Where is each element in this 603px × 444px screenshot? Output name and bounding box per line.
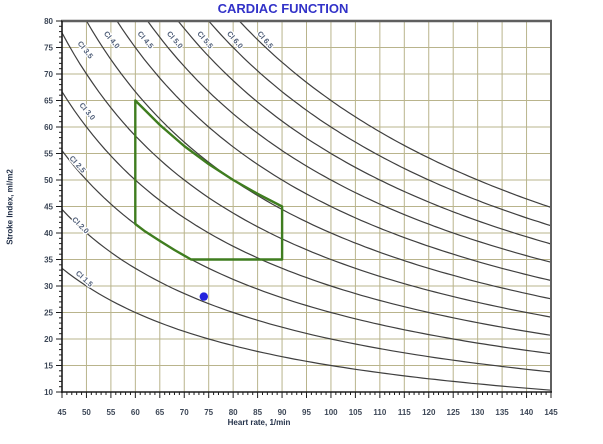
x-tick-label: 110 bbox=[373, 408, 386, 417]
ci-isoline-curve bbox=[61, 208, 552, 373]
x-tick-label: 105 bbox=[349, 408, 363, 417]
y-tick-label: 50 bbox=[44, 176, 53, 185]
ci-isoline-curve bbox=[147, 20, 552, 263]
ci-isoline-curve bbox=[61, 267, 552, 391]
chart-title: CARDIAC FUNCTION bbox=[217, 1, 349, 16]
ci-curve-label: CI 3.5 bbox=[76, 39, 95, 60]
x-tick-label: 75 bbox=[204, 408, 213, 417]
x-tick-label: 45 bbox=[58, 408, 67, 417]
y-axis-title: Stroke Index, ml/m2 bbox=[5, 169, 15, 245]
x-tick-label: 80 bbox=[229, 408, 238, 417]
y-tick-label: 20 bbox=[44, 335, 53, 344]
x-tick-label: 120 bbox=[422, 408, 436, 417]
y-tick-label: 45 bbox=[44, 203, 53, 212]
x-tick-label: 60 bbox=[131, 408, 140, 417]
x-tick-label: 95 bbox=[302, 408, 311, 417]
x-tick-label: 125 bbox=[447, 408, 461, 417]
x-tick-label: 70 bbox=[180, 408, 189, 417]
ci-curve-label: CI 2.0 bbox=[70, 215, 91, 236]
y-tick-label: 40 bbox=[44, 229, 53, 238]
x-tick-label: 135 bbox=[495, 408, 509, 417]
y-tick-label: 25 bbox=[44, 309, 53, 318]
x-axis-title: Heart rate, 1/min bbox=[227, 418, 291, 427]
x-tick-label: 85 bbox=[253, 408, 262, 417]
ci-curve-label: CI 2.5 bbox=[68, 154, 88, 175]
y-tick-label: 80 bbox=[44, 17, 53, 26]
ci-isoline-curve bbox=[61, 91, 552, 336]
x-tick-label: 145 bbox=[544, 408, 558, 417]
x-tick-label: 50 bbox=[82, 408, 91, 417]
ci-isoline-curve bbox=[208, 20, 552, 227]
ci-isoline-curve bbox=[238, 20, 552, 208]
x-tick-label: 55 bbox=[106, 408, 115, 417]
y-tick-label: 75 bbox=[44, 44, 53, 53]
x-tick-label: 65 bbox=[155, 408, 164, 417]
x-tick-label: 130 bbox=[471, 408, 485, 417]
y-tick-label: 70 bbox=[44, 70, 53, 79]
ci-isoline-curve bbox=[116, 20, 552, 282]
y-tick-label: 30 bbox=[44, 282, 53, 291]
x-tick-label: 115 bbox=[398, 408, 411, 417]
y-tick-label: 65 bbox=[44, 97, 53, 106]
y-tick-label: 35 bbox=[44, 256, 53, 265]
ci-isoline-curve bbox=[177, 20, 552, 245]
ci-isoline-curve bbox=[85, 20, 552, 300]
x-tick-label: 100 bbox=[324, 408, 338, 417]
patient-point-marker[interactable] bbox=[199, 292, 209, 301]
y-tick-label: 55 bbox=[44, 150, 53, 159]
y-tick-label: 10 bbox=[44, 388, 53, 397]
x-tick-label: 90 bbox=[278, 408, 287, 417]
x-tick-label: 140 bbox=[520, 408, 534, 417]
ci-isoline-curve bbox=[61, 32, 552, 318]
y-tick-label: 15 bbox=[44, 362, 53, 371]
y-tick-label: 60 bbox=[44, 123, 53, 132]
normal-zone-outline bbox=[134, 99, 284, 261]
